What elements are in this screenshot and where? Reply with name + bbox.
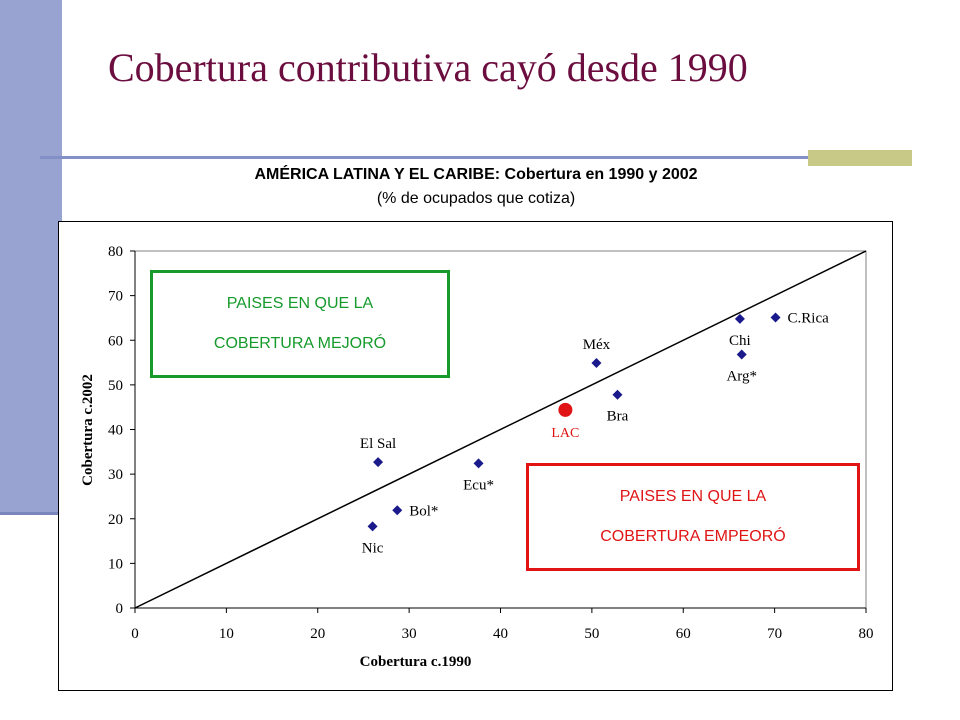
data-label: Bol* xyxy=(409,503,438,519)
worsened-box-line1: PAISES EN QUE LA xyxy=(619,488,767,505)
x-tick-label: 30 xyxy=(402,626,417,642)
data-point xyxy=(373,457,384,468)
data-label: Ecu* xyxy=(463,477,494,493)
x-tick-label: 20 xyxy=(310,626,325,642)
slide-title: Cobertura contributiva cayó desde 1990 xyxy=(108,45,748,90)
worsened-coverage-box: PAISES EN QUE LA COBERTURA EMPEORÓ xyxy=(526,463,860,571)
data-label: Bra xyxy=(607,409,629,425)
chart-subheading: (% de ocupados que cotiza) xyxy=(376,190,576,207)
x-tick-label: 50 xyxy=(584,626,599,642)
x-tick-label: 60 xyxy=(676,626,691,642)
side-accent-bar xyxy=(0,0,62,515)
data-point xyxy=(392,505,403,516)
data-point xyxy=(770,312,781,323)
y-axis-title: Cobertura c.2002 xyxy=(80,374,96,486)
y-tick-label: 20 xyxy=(108,512,123,528)
title-rule-accent xyxy=(808,150,912,166)
data-point xyxy=(367,521,378,532)
data-label: Nic xyxy=(362,540,384,556)
data-point xyxy=(736,349,747,360)
data-label: Méx xyxy=(583,337,611,353)
data-label: Chi xyxy=(729,333,751,349)
y-tick-label: 60 xyxy=(108,333,123,349)
improved-coverage-box: PAISES EN QUE LA COBERTURA MEJORÓ xyxy=(150,270,450,378)
data-point xyxy=(473,458,484,469)
data-point xyxy=(591,358,602,369)
title-rule xyxy=(40,156,912,159)
y-tick-label: 70 xyxy=(108,289,123,305)
y-tick-label: 50 xyxy=(108,378,123,394)
y-tick-label: 30 xyxy=(108,467,123,483)
x-tick-label: 80 xyxy=(859,626,874,642)
y-tick-label: 0 xyxy=(116,601,124,617)
improved-box-line1: PAISES EN QUE LA xyxy=(226,295,374,312)
x-tick-label: 40 xyxy=(493,626,508,642)
x-tick-label: 70 xyxy=(767,626,782,642)
chart-heading: AMÉRICA LATINA Y EL CARIBE: Cobertura en… xyxy=(254,166,698,183)
lac-label: LAC xyxy=(551,426,579,441)
x-tick-label: 10 xyxy=(219,626,234,642)
x-axis-title: Cobertura c.1990 xyxy=(360,654,472,670)
data-point xyxy=(734,313,745,324)
worsened-box-line2: COBERTURA EMPEORÓ xyxy=(600,528,786,545)
data-label: C.Rica xyxy=(788,310,830,326)
data-label: Arg* xyxy=(726,369,757,385)
x-tick-label: 0 xyxy=(131,626,139,642)
data-label: El Sal xyxy=(360,436,396,452)
y-tick-label: 40 xyxy=(108,423,123,439)
y-tick-label: 10 xyxy=(108,556,123,572)
y-tick-label: 80 xyxy=(108,244,123,260)
data-point xyxy=(612,389,623,400)
reference-line xyxy=(134,250,867,609)
lac-point xyxy=(558,402,573,417)
improved-box-line2: COBERTURA MEJORÓ xyxy=(213,335,387,352)
